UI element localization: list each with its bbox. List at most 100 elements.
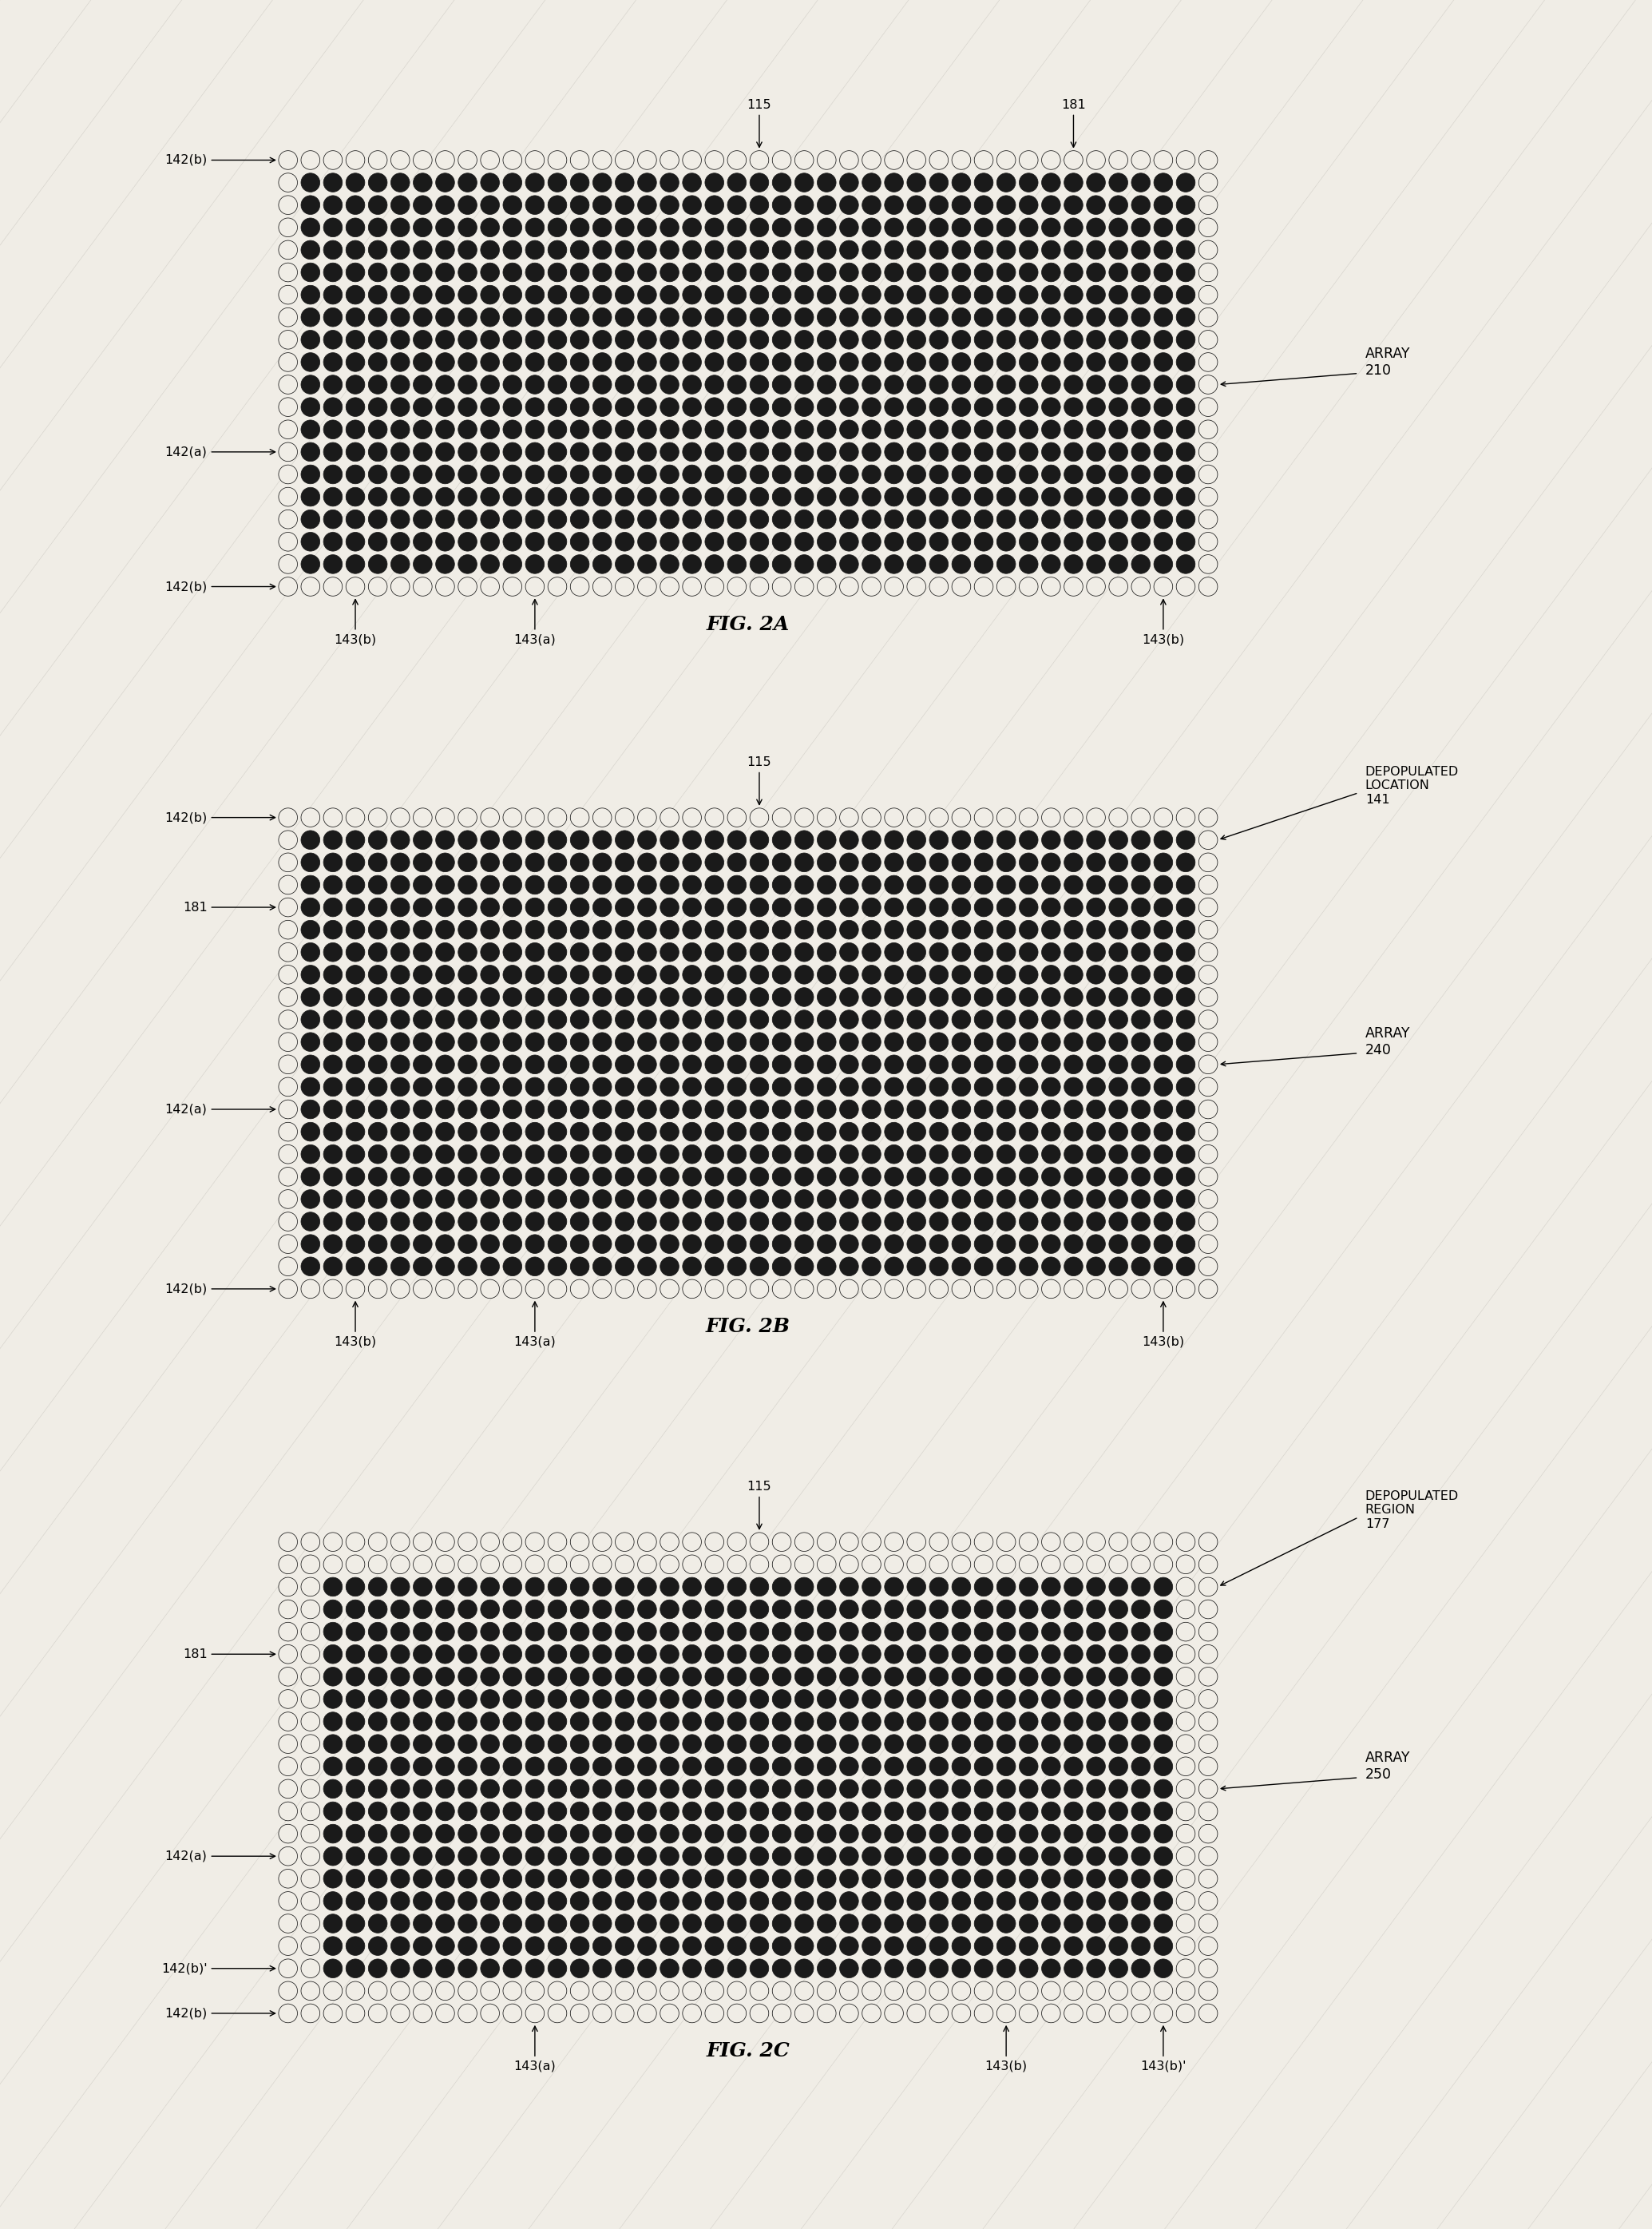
Circle shape bbox=[952, 2004, 971, 2022]
Circle shape bbox=[481, 2004, 499, 2022]
Circle shape bbox=[548, 330, 567, 350]
Circle shape bbox=[413, 1099, 433, 1119]
Circle shape bbox=[502, 1959, 522, 1977]
Circle shape bbox=[750, 1937, 768, 1955]
Circle shape bbox=[839, 1032, 859, 1052]
Circle shape bbox=[907, 1578, 925, 1596]
Circle shape bbox=[1042, 1213, 1061, 1230]
Circle shape bbox=[301, 1168, 320, 1186]
Circle shape bbox=[436, 1645, 454, 1663]
Circle shape bbox=[1199, 1578, 1218, 1596]
Circle shape bbox=[324, 196, 342, 214]
Circle shape bbox=[368, 1892, 387, 1910]
Circle shape bbox=[1042, 1600, 1061, 1618]
Circle shape bbox=[1108, 1667, 1128, 1685]
Circle shape bbox=[1019, 1578, 1037, 1596]
Circle shape bbox=[638, 241, 656, 259]
Circle shape bbox=[324, 533, 342, 551]
Circle shape bbox=[392, 196, 410, 214]
Circle shape bbox=[279, 330, 297, 350]
Circle shape bbox=[570, 898, 590, 916]
Circle shape bbox=[345, 466, 365, 484]
Circle shape bbox=[773, 1257, 791, 1275]
Circle shape bbox=[661, 1756, 679, 1777]
Circle shape bbox=[1087, 1779, 1105, 1799]
Circle shape bbox=[1199, 1168, 1218, 1186]
Circle shape bbox=[301, 1734, 320, 1754]
Circle shape bbox=[727, 1756, 747, 1777]
Circle shape bbox=[570, 152, 590, 169]
Circle shape bbox=[773, 1099, 791, 1119]
Circle shape bbox=[930, 174, 948, 192]
Circle shape bbox=[458, 1168, 477, 1186]
Circle shape bbox=[1132, 1010, 1150, 1030]
Circle shape bbox=[1176, 943, 1194, 961]
Circle shape bbox=[1042, 330, 1061, 350]
Circle shape bbox=[705, 1190, 724, 1208]
Circle shape bbox=[705, 1712, 724, 1732]
Circle shape bbox=[839, 533, 859, 551]
Circle shape bbox=[345, 488, 365, 506]
Circle shape bbox=[1153, 1982, 1173, 1999]
Circle shape bbox=[839, 943, 859, 961]
Circle shape bbox=[727, 1077, 747, 1097]
Circle shape bbox=[570, 1848, 590, 1866]
Circle shape bbox=[1132, 1600, 1150, 1618]
Circle shape bbox=[413, 898, 433, 916]
Circle shape bbox=[615, 1801, 634, 1821]
Circle shape bbox=[525, 1690, 544, 1707]
Circle shape bbox=[570, 466, 590, 484]
Circle shape bbox=[750, 1279, 768, 1297]
Circle shape bbox=[279, 965, 297, 983]
Circle shape bbox=[975, 263, 993, 281]
Circle shape bbox=[1087, 1054, 1105, 1074]
Circle shape bbox=[773, 854, 791, 872]
Circle shape bbox=[996, 1168, 1016, 1186]
Circle shape bbox=[593, 1054, 611, 1074]
Circle shape bbox=[345, 1099, 365, 1119]
Circle shape bbox=[773, 1892, 791, 1910]
Circle shape bbox=[795, 196, 813, 214]
Circle shape bbox=[548, 419, 567, 439]
Circle shape bbox=[324, 1077, 342, 1097]
Circle shape bbox=[661, 1556, 679, 1574]
Circle shape bbox=[682, 555, 702, 573]
Circle shape bbox=[661, 285, 679, 303]
Circle shape bbox=[436, 374, 454, 395]
Circle shape bbox=[413, 943, 433, 961]
Circle shape bbox=[1176, 1937, 1194, 1955]
Circle shape bbox=[818, 1235, 836, 1253]
Circle shape bbox=[661, 876, 679, 894]
Circle shape bbox=[413, 444, 433, 461]
Circle shape bbox=[638, 1915, 656, 1933]
Circle shape bbox=[1042, 555, 1061, 573]
Circle shape bbox=[952, 1168, 971, 1186]
Circle shape bbox=[975, 1534, 993, 1551]
Circle shape bbox=[727, 1892, 747, 1910]
Circle shape bbox=[345, 1556, 365, 1574]
Circle shape bbox=[839, 1690, 859, 1707]
Circle shape bbox=[324, 876, 342, 894]
Circle shape bbox=[1108, 1937, 1128, 1955]
Circle shape bbox=[773, 1279, 791, 1297]
Circle shape bbox=[301, 1032, 320, 1052]
Circle shape bbox=[975, 1870, 993, 1888]
Circle shape bbox=[884, 1937, 904, 1955]
Circle shape bbox=[1064, 218, 1084, 236]
Circle shape bbox=[773, 1623, 791, 1641]
Circle shape bbox=[1199, 533, 1218, 551]
Circle shape bbox=[392, 2004, 410, 2022]
Circle shape bbox=[481, 1099, 499, 1119]
Circle shape bbox=[525, 419, 544, 439]
Circle shape bbox=[727, 1235, 747, 1253]
Circle shape bbox=[548, 241, 567, 259]
Circle shape bbox=[481, 444, 499, 461]
Circle shape bbox=[705, 577, 724, 595]
Circle shape bbox=[661, 809, 679, 827]
Circle shape bbox=[481, 1959, 499, 1977]
Circle shape bbox=[1199, 1123, 1218, 1141]
Circle shape bbox=[324, 1556, 342, 1574]
Circle shape bbox=[324, 444, 342, 461]
Circle shape bbox=[301, 1213, 320, 1230]
Circle shape bbox=[682, 397, 702, 417]
